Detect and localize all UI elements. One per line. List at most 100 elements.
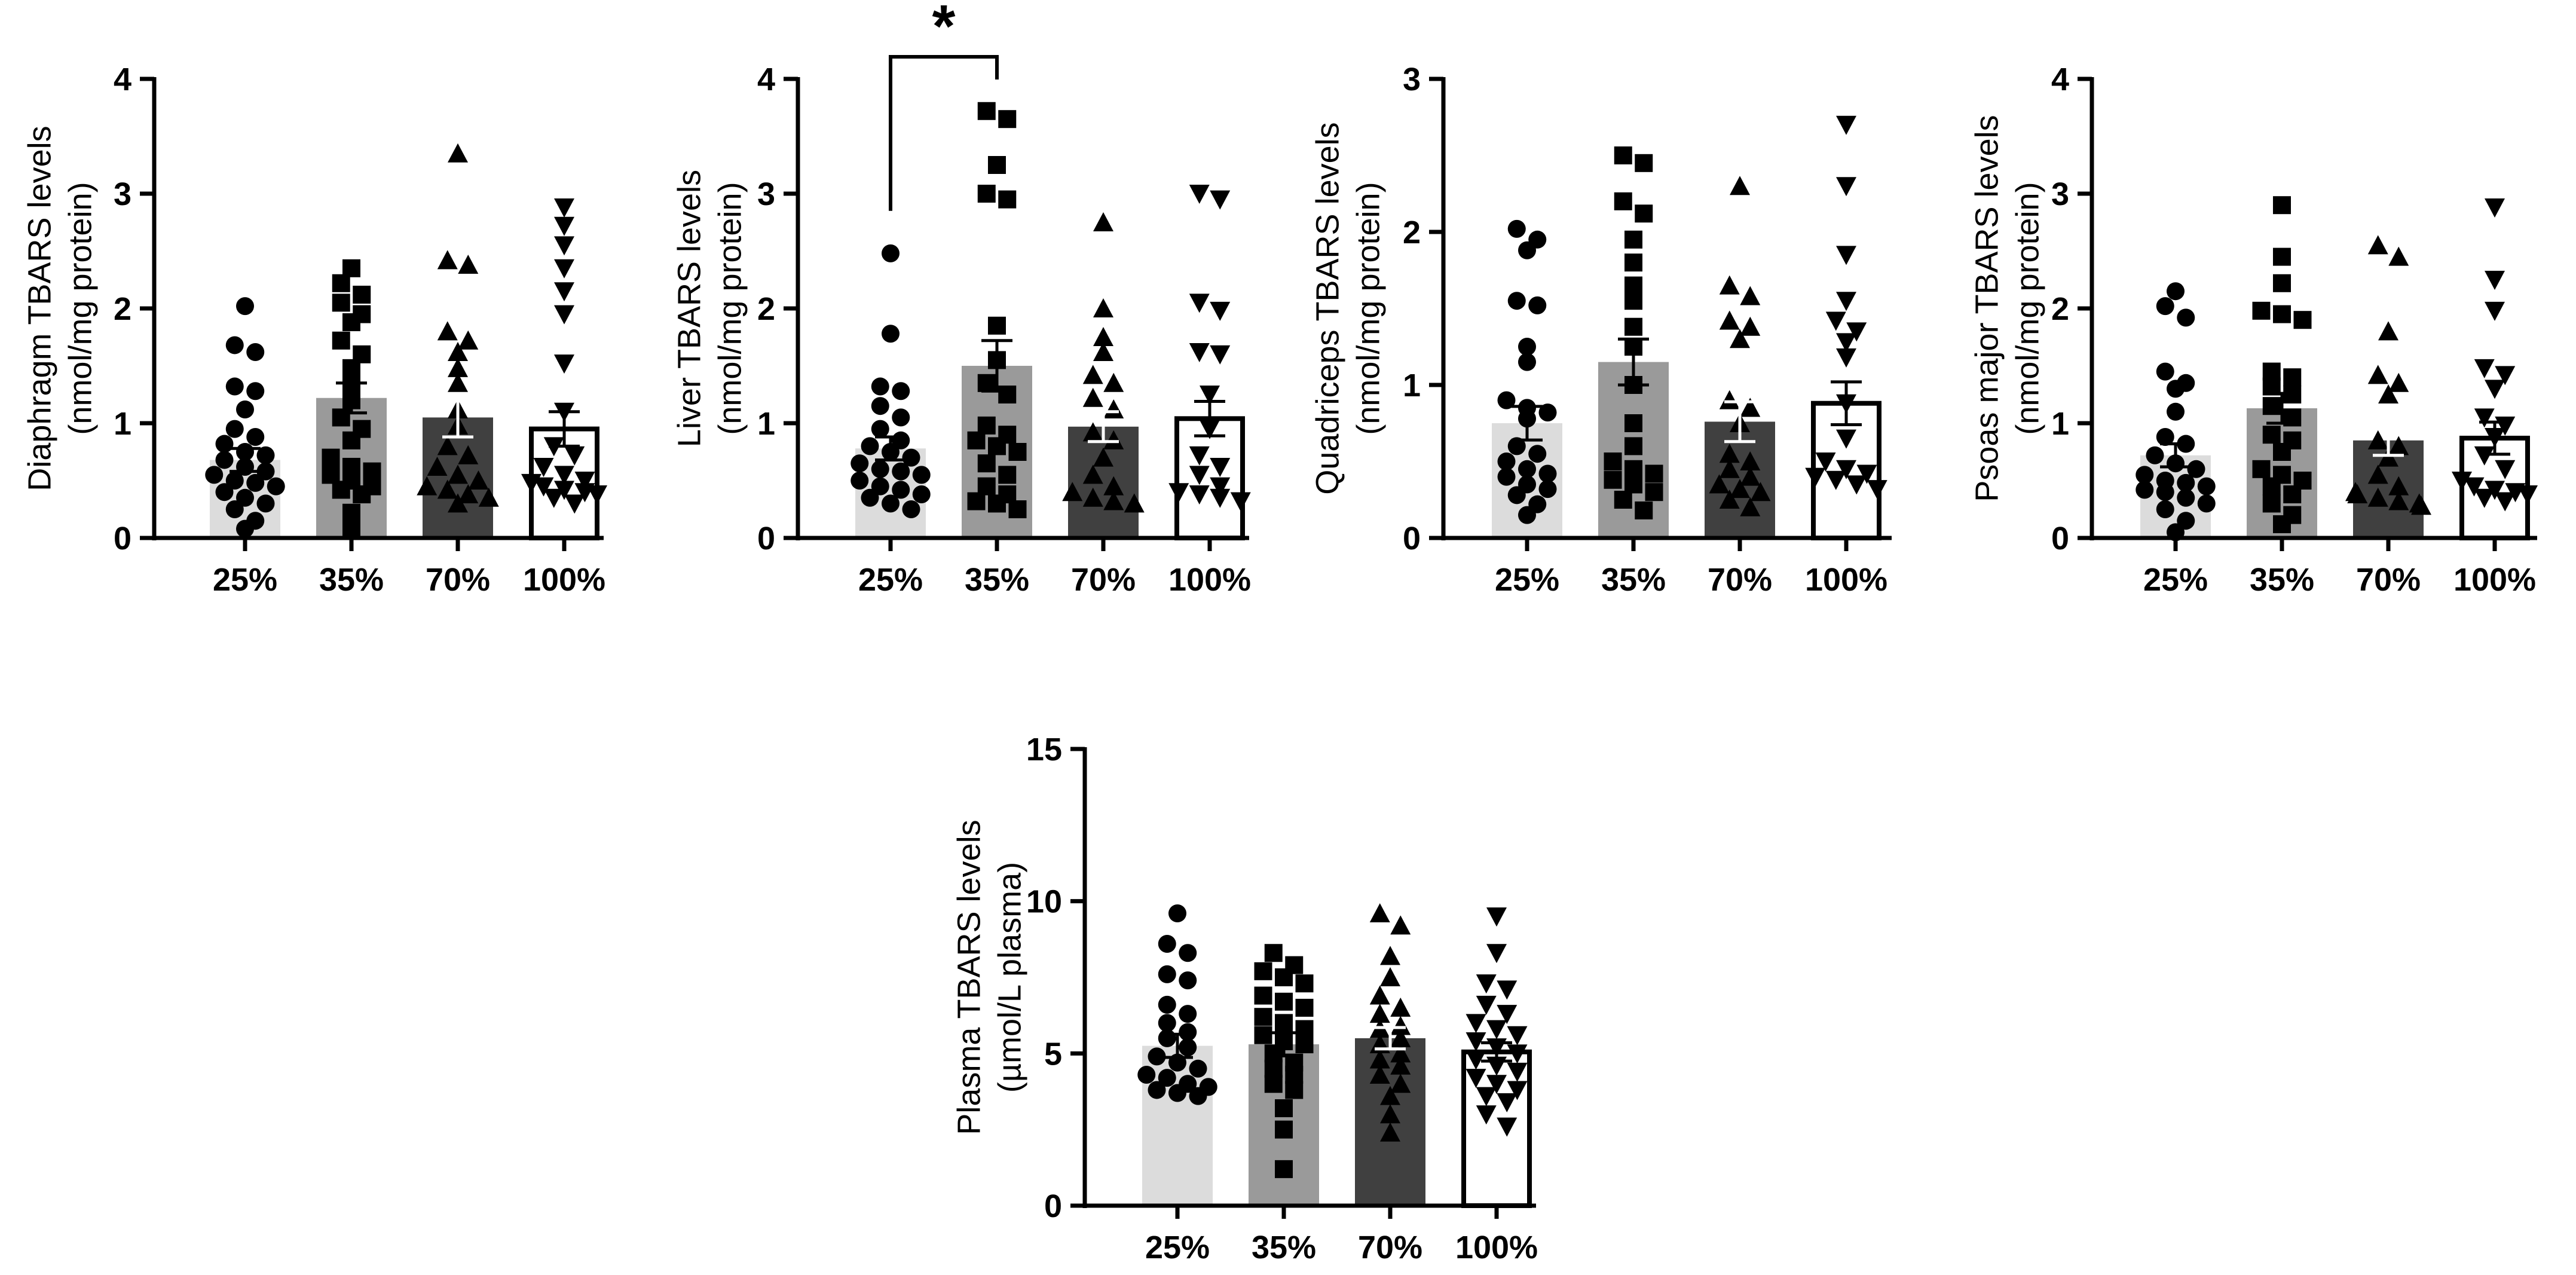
data-point: [1538, 403, 1557, 422]
data-point: [1624, 317, 1642, 336]
y-axis-label-units: (nmol/mg protein): [2009, 182, 2045, 435]
y-axis-label-units: (nmol/mg protein): [1350, 182, 1386, 435]
x-tick-label: 100%: [2453, 562, 2536, 598]
x-tick-label: 70%: [1358, 1230, 1422, 1265]
data-point: [1624, 475, 1642, 494]
data-point: [1518, 338, 1536, 356]
data-point: [1856, 464, 1877, 484]
data-point: [437, 436, 458, 455]
data-point: [1719, 310, 1740, 330]
data-point: [1254, 962, 1272, 980]
data-point: [205, 466, 224, 484]
data-point: [1082, 365, 1103, 384]
x-tick-label: 25%: [1495, 562, 1559, 598]
data-point: [967, 431, 986, 450]
data-point: [1380, 1104, 1400, 1124]
data-point: [1295, 998, 1314, 1017]
data-point: [1750, 482, 1771, 502]
data-point: [871, 420, 889, 438]
data-point: [417, 476, 438, 496]
data-point: [1254, 986, 1272, 1005]
bar-70%: [1068, 426, 1139, 538]
data-point: [322, 448, 340, 467]
data-point: [1836, 460, 1856, 479]
data-point: [1624, 414, 1642, 432]
data-point: [1486, 907, 1507, 927]
data-point: [1719, 390, 1740, 409]
data-point: [1825, 470, 1846, 490]
data-point: [988, 437, 1006, 455]
data-point: [1730, 329, 1750, 348]
data-point: [850, 454, 869, 473]
data-point: [458, 330, 479, 350]
data-point: [1295, 1020, 1314, 1038]
data-point: [1518, 241, 1536, 259]
data-point: [1836, 292, 1856, 311]
data-point: [1497, 1005, 1518, 1025]
data-point: [2388, 491, 2409, 510]
data-point: [2177, 512, 2195, 530]
data-point: [1836, 333, 1856, 353]
data-point: [2177, 308, 2195, 327]
data-point: [2252, 301, 2271, 320]
y-axis-label: Quadriceps TBARS levels: [1310, 122, 1345, 494]
data-point: [2411, 496, 2431, 515]
error-bar-100%: [1194, 400, 1225, 438]
data-point: [1497, 452, 1516, 470]
data-point: [533, 457, 554, 477]
data-point: [1200, 386, 1220, 405]
data-point: [1210, 488, 1231, 508]
y-tick-label: 3: [114, 176, 131, 212]
data-point: [1103, 372, 1124, 392]
data-point: [2283, 368, 2302, 387]
data-point: [892, 462, 910, 481]
data-point: [246, 428, 265, 447]
data-point: [1189, 185, 1210, 204]
data-point: [1740, 466, 1761, 486]
y-tick-label: 2: [757, 291, 775, 327]
data-point: [236, 488, 254, 507]
data-point: [1740, 316, 1761, 336]
data-point: [1285, 1065, 1304, 1084]
significance-star: *: [932, 0, 956, 60]
data-point: [1719, 275, 1740, 295]
data-point: [1390, 1074, 1411, 1093]
data-point: [1476, 974, 1497, 994]
data-point: [871, 460, 889, 478]
data-point: [353, 485, 371, 504]
data-point: [564, 446, 585, 466]
data-point: [1624, 276, 1642, 295]
data-point: [2485, 380, 2505, 399]
data-point: [587, 485, 607, 505]
data-point: [1635, 154, 1653, 172]
data-point: [1867, 480, 1887, 500]
data-point: [1390, 915, 1411, 935]
data-point: [1836, 429, 1856, 449]
data-point: [1614, 192, 1632, 210]
data-point: [437, 479, 458, 499]
data-point: [1275, 1120, 1293, 1139]
data-point: [1264, 944, 1283, 962]
data-point: [1168, 483, 1189, 503]
data-point: [1730, 479, 1750, 499]
x-tick-label: 35%: [319, 562, 384, 598]
data-point: [2485, 301, 2505, 321]
data-point: [1189, 446, 1210, 466]
data-point: [1624, 460, 1642, 478]
data-point: [1210, 345, 1231, 365]
data-point: [2378, 447, 2398, 467]
data-point: [2273, 274, 2291, 292]
data-point: [1466, 1032, 1486, 1051]
data-point: [2517, 485, 2538, 505]
data-point: [1476, 995, 1497, 1015]
data-point: [1369, 985, 1390, 1005]
error-bar-100%: [1831, 380, 1862, 427]
data-point: [332, 293, 350, 312]
data-point: [1124, 493, 1145, 513]
error-bar-25%: [2160, 442, 2191, 469]
data-point: [1507, 437, 1526, 455]
data-point: [1062, 482, 1083, 502]
data-point: [1103, 476, 1124, 496]
data-point: [448, 357, 468, 377]
data-point: [458, 445, 479, 464]
